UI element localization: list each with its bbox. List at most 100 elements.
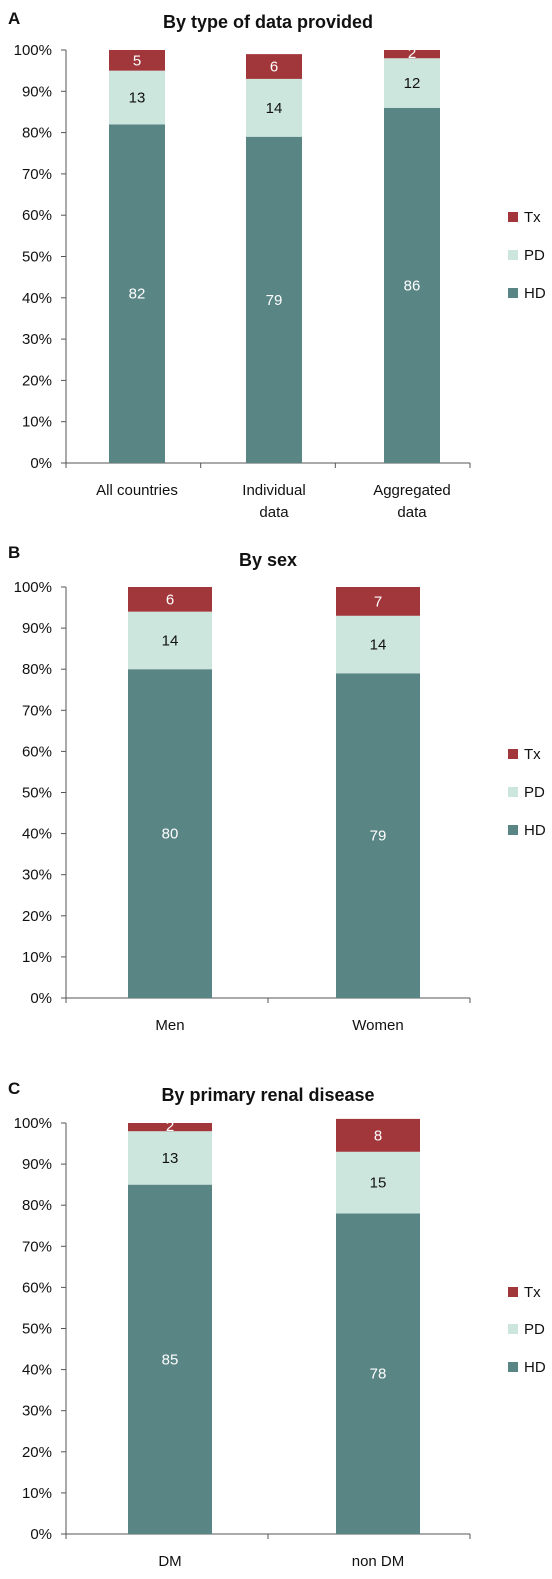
- data-label-pd: 13: [129, 89, 146, 106]
- legend-swatch-hd: [508, 1362, 518, 1372]
- y-tick-label: 10%: [22, 949, 52, 966]
- y-tick-label: 90%: [22, 620, 52, 637]
- bar-hd: [128, 1184, 212, 1534]
- data-label-hd: 79: [370, 828, 387, 845]
- bar-pd: [109, 70, 165, 125]
- y-tick-label: 10%: [22, 414, 52, 431]
- category-label: data: [259, 504, 289, 521]
- y-tick-label: 20%: [22, 908, 52, 925]
- bar-tx: [336, 587, 420, 616]
- legend-swatch-hd: [508, 288, 518, 298]
- data-label-hd: 86: [404, 277, 421, 294]
- data-label-tx: 6: [166, 591, 174, 608]
- bar-pd: [384, 58, 440, 108]
- bar-pd: [336, 615, 420, 674]
- legend-label-pd: PD: [524, 247, 545, 264]
- data-label-tx: 7: [374, 593, 382, 610]
- bar-tx: [384, 50, 440, 59]
- bar-hd: [128, 669, 212, 998]
- y-tick-label: 70%: [22, 166, 52, 183]
- legend-swatch-hd: [508, 825, 518, 835]
- data-label-hd: 78: [370, 1366, 387, 1383]
- y-tick-label: 10%: [22, 1485, 52, 1502]
- bar-tx: [336, 1118, 420, 1152]
- data-label-pd: 14: [162, 632, 179, 649]
- chart-title: By primary renal disease: [161, 1085, 374, 1105]
- y-tick-label: 60%: [22, 1279, 52, 1296]
- bar-tx: [128, 1123, 212, 1132]
- y-tick-label: 30%: [22, 1403, 52, 1420]
- chart-title: By type of data provided: [163, 12, 373, 32]
- bar-tx: [128, 587, 212, 612]
- y-tick-label: 80%: [22, 1197, 52, 1214]
- y-tick-label: 50%: [22, 1321, 52, 1338]
- y-tick-label: 100%: [14, 1115, 52, 1132]
- y-tick-label: 90%: [22, 1156, 52, 1173]
- y-tick-label: 60%: [22, 743, 52, 760]
- data-label-pd: 14: [370, 637, 387, 654]
- data-label-tx: 2: [408, 45, 416, 62]
- y-tick-label: 100%: [14, 42, 52, 59]
- legend-label-hd: HD: [524, 822, 546, 839]
- y-tick-label: 70%: [22, 702, 52, 719]
- y-tick-label: 30%: [22, 331, 52, 348]
- legend-label-pd: PD: [524, 784, 545, 801]
- legend-label-tx: Tx: [524, 1284, 541, 1301]
- legend-swatch-pd: [508, 250, 518, 260]
- bar-hd: [336, 1213, 420, 1534]
- legend-swatch-tx: [508, 212, 518, 222]
- y-tick-label: 100%: [14, 579, 52, 596]
- y-tick-label: 80%: [22, 661, 52, 678]
- bar-hd: [336, 673, 420, 998]
- category-label: non DM: [352, 1553, 405, 1570]
- bar-hd: [246, 136, 302, 464]
- data-label-hd: 82: [129, 286, 146, 303]
- y-tick-label: 50%: [22, 249, 52, 266]
- legend-label-hd: HD: [524, 1359, 546, 1376]
- y-tick-label: 20%: [22, 1444, 52, 1461]
- category-label: All countries: [96, 482, 178, 499]
- data-label-tx: 2: [166, 1118, 174, 1135]
- y-tick-label: 0%: [30, 990, 52, 1007]
- y-tick-label: 80%: [22, 125, 52, 142]
- y-tick-label: 40%: [22, 290, 52, 307]
- y-tick-label: 40%: [22, 1362, 52, 1379]
- data-label-hd: 79: [266, 292, 283, 309]
- category-label: Individual: [242, 482, 305, 499]
- y-tick-label: 30%: [22, 867, 52, 884]
- category-label: Women: [352, 1017, 403, 1034]
- y-tick-label: 20%: [22, 372, 52, 389]
- panel-letter: A: [8, 9, 20, 28]
- panel-letter: C: [8, 1079, 20, 1098]
- legend-swatch-tx: [508, 1287, 518, 1297]
- bar-pd: [246, 78, 302, 137]
- category-label: data: [397, 504, 427, 521]
- data-label-tx: 8: [374, 1127, 382, 1144]
- y-tick-label: 40%: [22, 826, 52, 843]
- y-tick-label: 70%: [22, 1238, 52, 1255]
- category-label: Men: [155, 1017, 184, 1034]
- bar-hd: [109, 124, 165, 463]
- bar-hd: [384, 107, 440, 463]
- category-label: Aggregated: [373, 482, 451, 499]
- data-label-pd: 12: [404, 75, 421, 92]
- data-label-tx: 5: [133, 52, 141, 69]
- y-tick-label: 0%: [30, 455, 52, 472]
- panel-letter: B: [8, 543, 20, 562]
- y-tick-label: 50%: [22, 785, 52, 802]
- legend-swatch-pd: [508, 787, 518, 797]
- bar-pd: [336, 1151, 420, 1214]
- data-label-pd: 15: [370, 1175, 387, 1192]
- data-label-hd: 85: [162, 1351, 179, 1368]
- y-tick-label: 60%: [22, 207, 52, 224]
- y-tick-label: 0%: [30, 1526, 52, 1543]
- legend-label-tx: Tx: [524, 746, 541, 763]
- data-label-pd: 13: [162, 1150, 179, 1167]
- legend-label-pd: PD: [524, 1321, 545, 1338]
- bar-tx: [246, 54, 302, 79]
- bar-pd: [128, 611, 212, 670]
- category-label: DM: [158, 1553, 181, 1570]
- chart-title: By sex: [239, 550, 297, 570]
- legend-label-tx: Tx: [524, 209, 541, 226]
